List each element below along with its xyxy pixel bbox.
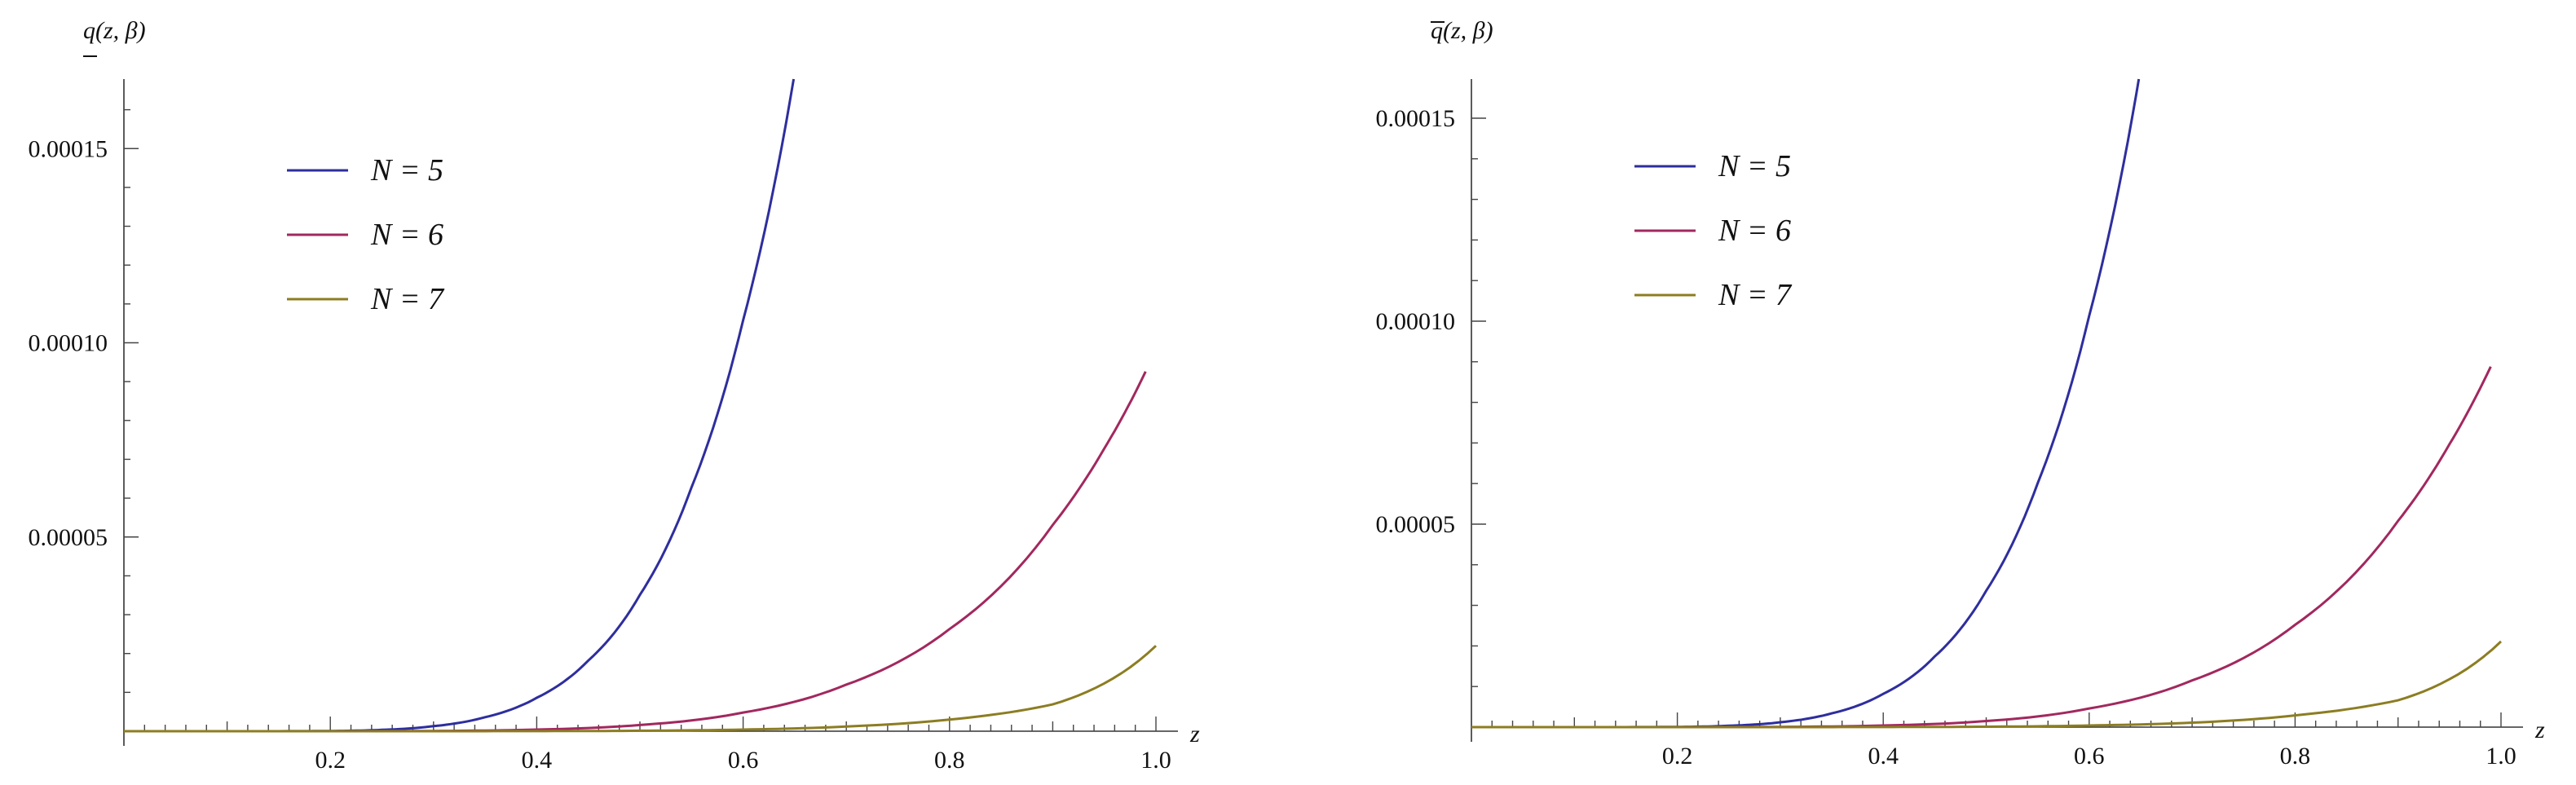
x-axis-title: z	[1189, 721, 1200, 748]
series-line-n7	[124, 645, 1158, 733]
y-tick-label: 0.00005	[1376, 511, 1456, 538]
x-tick-label: 1.0	[2486, 743, 2516, 770]
y-tick-label: 0.00005	[29, 524, 108, 551]
y-tick-label: 0.00015	[1376, 105, 1456, 132]
legend-label: N = 6	[370, 218, 443, 252]
x-tick-label: 0.4	[522, 747, 553, 774]
x-tick-label: 0.6	[2074, 743, 2105, 770]
x-tick-label: 1.0	[1140, 747, 1171, 774]
x-tick-label: 0.6	[728, 747, 759, 774]
x-tick-label: 0.2	[1662, 743, 1693, 770]
legend-label: N = 5	[1718, 149, 1791, 183]
series-line-n5	[1471, 78, 2141, 729]
y-tick-label: 0.00010	[29, 330, 108, 357]
chart-panel-1: 0.2 0.4 0.6 0.8 1.0 0.00005 0.00010 0.00015 q(z,…	[29, 17, 1201, 774]
legend-label: N = 7	[1718, 278, 1793, 312]
chart-panel-2: 0.2 0.4 0.6 0.8 1.0 0.00005 0.00010 0.00015 q(z,…	[1376, 17, 2546, 770]
series-line-n6	[1471, 366, 2492, 729]
x-tick-label: 0.8	[934, 747, 965, 774]
series-line-n5	[124, 78, 796, 733]
x-tick-label: 0.4	[1868, 743, 1899, 770]
y-tick-label: 0.00015	[29, 135, 108, 162]
x-tick-label: 0.2	[315, 747, 346, 774]
x-axis-title: z	[2534, 717, 2545, 743]
legend-label: N = 6	[1718, 214, 1791, 248]
y-tick-label: 0.00010	[1376, 308, 1456, 335]
y-axis-title: q(z, β)	[1431, 17, 1493, 44]
legend-label: N = 5	[370, 153, 443, 187]
legend-label: N = 7	[370, 282, 445, 316]
series-line-n7	[1471, 640, 2503, 729]
series-line-n6	[124, 371, 1147, 733]
x-tick-label: 0.8	[2280, 743, 2311, 770]
y-axis-title: q(z, β)	[83, 17, 146, 44]
